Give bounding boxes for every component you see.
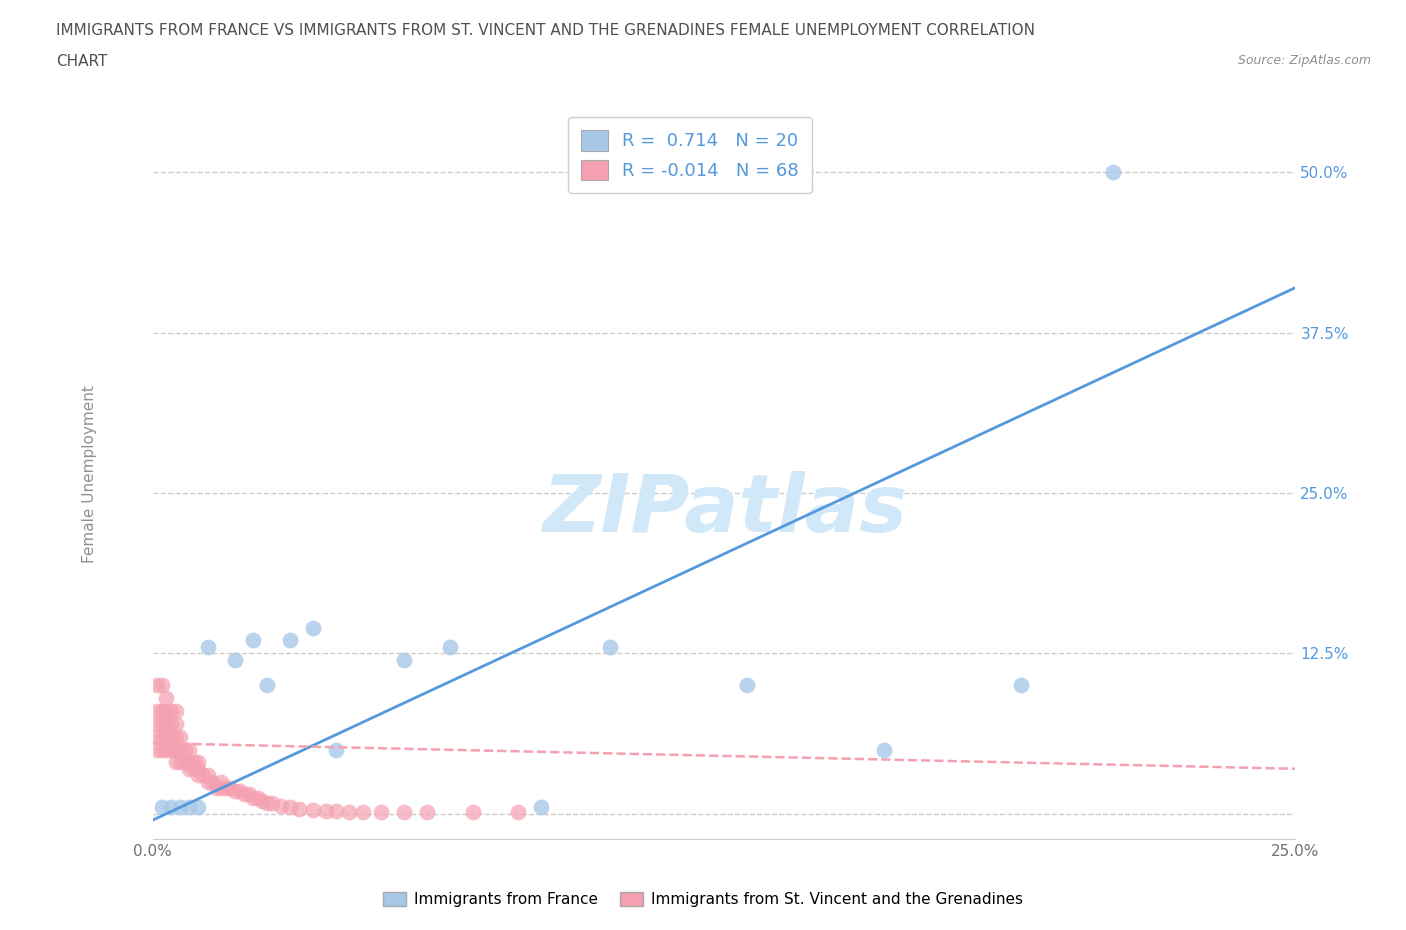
Point <box>150 800 173 815</box>
Point <box>197 640 219 655</box>
Point <box>337 805 360 820</box>
Point <box>155 691 177 706</box>
Point <box>183 762 205 777</box>
Point <box>599 640 621 655</box>
Text: ZIPatlas: ZIPatlas <box>541 472 907 550</box>
Point <box>352 805 374 820</box>
Point <box>252 793 274 808</box>
Text: Female Unemployment: Female Unemployment <box>83 385 97 563</box>
Point <box>224 652 246 667</box>
Point <box>150 716 173 731</box>
Point <box>508 805 530 820</box>
Point <box>228 783 250 798</box>
Point <box>173 742 195 757</box>
Point <box>416 805 439 820</box>
Point <box>155 729 177 744</box>
Point <box>278 800 301 815</box>
Point <box>288 801 311 816</box>
Point <box>735 678 758 693</box>
Point <box>169 800 191 815</box>
Legend: R =  0.714   N = 20, R = -0.014   N = 68: R = 0.714 N = 20, R = -0.014 N = 68 <box>568 117 811 193</box>
Point <box>187 800 209 815</box>
Point <box>209 780 232 795</box>
Point <box>270 799 292 814</box>
Point <box>173 755 195 770</box>
Point <box>370 805 392 820</box>
Point <box>246 790 269 805</box>
Legend: Immigrants from France, Immigrants from St. Vincent and the Grenadines: Immigrants from France, Immigrants from … <box>377 885 1029 913</box>
Point <box>160 800 183 815</box>
Point <box>205 780 228 795</box>
Point <box>155 716 177 731</box>
Point <box>325 742 347 757</box>
Point <box>461 805 484 820</box>
Point <box>146 742 169 757</box>
Point <box>183 755 205 770</box>
Point <box>165 704 187 719</box>
Point <box>146 716 169 731</box>
Point <box>169 729 191 744</box>
Point <box>160 704 183 719</box>
Point <box>179 762 201 777</box>
Point <box>242 790 264 805</box>
Point <box>187 755 209 770</box>
Point <box>165 742 187 757</box>
Point <box>150 729 173 744</box>
Point <box>197 768 219 783</box>
Point <box>155 704 177 719</box>
Point <box>169 742 191 757</box>
Point <box>392 805 415 820</box>
Point <box>179 755 201 770</box>
Point <box>191 768 214 783</box>
Point <box>146 729 169 744</box>
Point <box>301 620 323 635</box>
Point <box>256 796 278 811</box>
Point <box>197 774 219 789</box>
Point <box>160 729 183 744</box>
Point <box>325 804 347 818</box>
Point <box>315 804 337 818</box>
Point <box>165 755 187 770</box>
Point <box>160 742 183 757</box>
Point <box>1101 165 1123 179</box>
Point <box>201 774 224 789</box>
Point <box>165 716 187 731</box>
Point <box>150 742 173 757</box>
Text: Source: ZipAtlas.com: Source: ZipAtlas.com <box>1237 54 1371 67</box>
Point <box>873 742 896 757</box>
Point <box>165 729 187 744</box>
Point <box>155 742 177 757</box>
Point <box>392 652 415 667</box>
Point <box>179 800 201 815</box>
Point <box>146 678 169 693</box>
Text: IMMIGRANTS FROM FRANCE VS IMMIGRANTS FROM ST. VINCENT AND THE GRENADINES FEMALE : IMMIGRANTS FROM FRANCE VS IMMIGRANTS FRO… <box>56 23 1035 38</box>
Point <box>150 704 173 719</box>
Point <box>187 762 209 777</box>
Point <box>439 640 461 655</box>
Point <box>146 704 169 719</box>
Point <box>215 780 238 795</box>
Point <box>179 742 201 757</box>
Point <box>160 716 183 731</box>
Point <box>233 787 256 802</box>
Point <box>260 796 283 811</box>
Point <box>150 678 173 693</box>
Point <box>219 780 242 795</box>
Point <box>301 803 323 817</box>
Point <box>187 768 209 783</box>
Point <box>209 774 232 789</box>
Text: CHART: CHART <box>56 54 108 69</box>
Point <box>224 783 246 798</box>
Point <box>1010 678 1032 693</box>
Point <box>530 800 553 815</box>
Point <box>169 755 191 770</box>
Point <box>238 787 260 802</box>
Point <box>278 633 301 648</box>
Point <box>242 633 264 648</box>
Point <box>256 678 278 693</box>
